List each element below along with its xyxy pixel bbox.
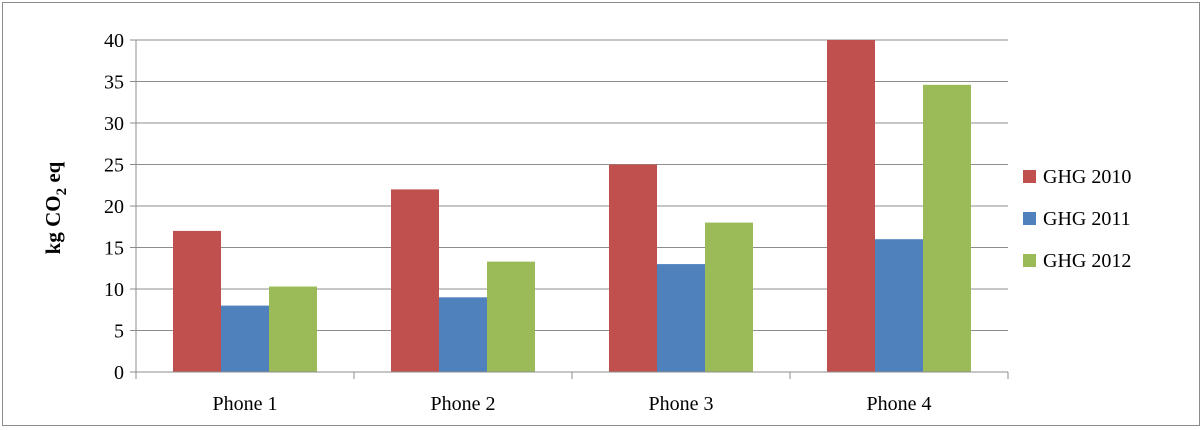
bar-ghg-2011-phone-2	[439, 297, 487, 372]
bar-ghg-2011-phone-3	[657, 264, 705, 372]
y-tick-label: 35	[104, 72, 124, 94]
bar-ghg-2012-phone-3	[705, 222, 753, 372]
axes	[130, 39, 1009, 379]
y-tick-labels: 0 5 10 15 20 25 30 35 40	[104, 30, 124, 384]
legend-label: GHG 2012	[1043, 250, 1131, 272]
y-axis-title-suffix: eq	[41, 161, 65, 188]
bar-ghg-2012-phone-1	[269, 286, 317, 372]
y-axis-title-prefix: kg CO	[41, 195, 65, 254]
y-axis-title: kg CO2 eq	[41, 161, 70, 254]
y-tick-label: 0	[114, 362, 124, 384]
y-tick-label: 25	[104, 155, 124, 177]
y-tick-label: 5	[114, 321, 124, 343]
x-tick-label: Phone 3	[649, 393, 714, 415]
bar-ghg-2012-phone-2	[487, 261, 535, 372]
bars	[173, 40, 971, 372]
y-axis-title-subscript: 2	[54, 188, 70, 196]
bar-ghg-2010-phone-1	[173, 230, 221, 372]
bar-ghg-2010-phone-2	[391, 189, 439, 372]
legend-label: GHG 2011	[1043, 208, 1131, 230]
x-tick-label: Phone 2	[431, 393, 496, 415]
y-tick-label: 15	[104, 238, 124, 260]
legend-swatch	[1023, 170, 1036, 183]
x-tick-label: Phone 1	[213, 393, 278, 415]
y-tick-label: 30	[104, 113, 124, 135]
bar-ghg-2011-phone-4	[875, 239, 923, 372]
bar-ghg-2011-phone-1	[221, 305, 269, 372]
x-tick-label: Phone 4	[867, 393, 932, 415]
x-tick-labels: Phone 1 Phone 2 Phone 3 Phone 4	[213, 393, 932, 415]
bar-ghg-2010-phone-4	[827, 40, 875, 372]
legend-swatch	[1023, 254, 1036, 267]
bar-ghg-2012-phone-4	[923, 84, 971, 372]
y-tick-label: 10	[104, 279, 124, 301]
bar-ghg-2010-phone-3	[609, 164, 657, 372]
legend-label: GHG 2010	[1043, 166, 1131, 188]
y-tick-label: 40	[104, 30, 124, 52]
legend-swatch	[1023, 212, 1036, 225]
y-tick-label: 20	[104, 196, 124, 218]
legend: GHG 2010 GHG 2011 GHG 2012	[1023, 166, 1131, 272]
